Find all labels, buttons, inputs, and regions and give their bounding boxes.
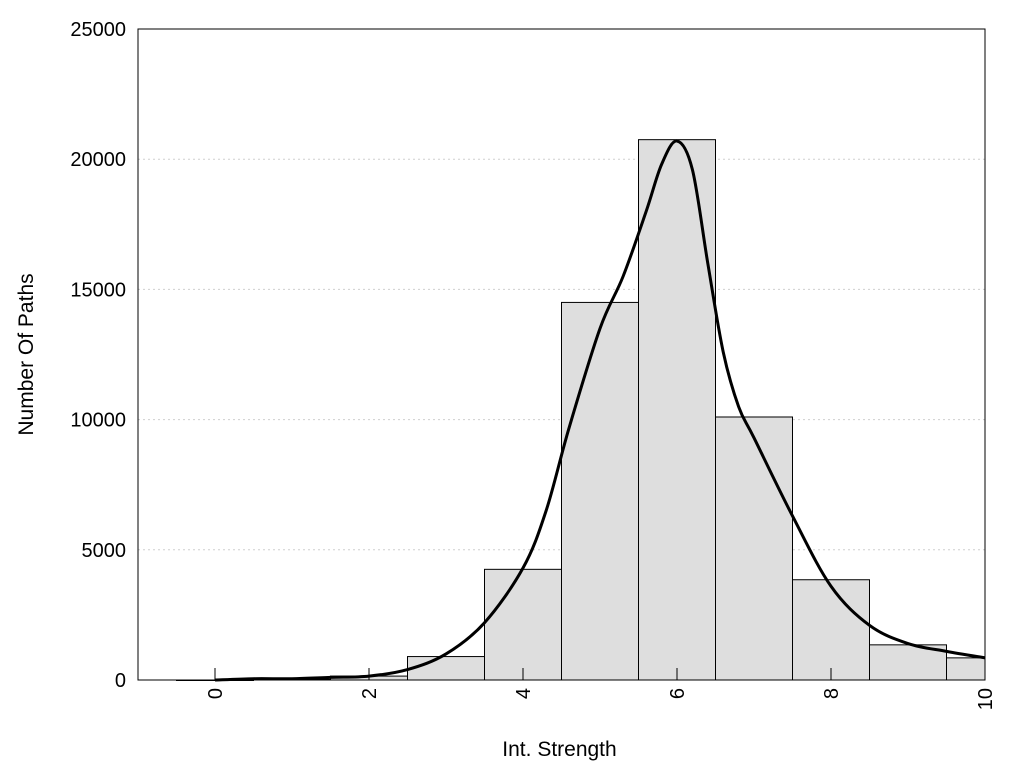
x-axis-label: Int. Strength [502,738,616,761]
density-curve [214,139,986,682]
x-axis-ticks: 0 2 4 6 8 10 [205,668,997,710]
histogram-bar [561,301,639,681]
histogram-bar [638,139,716,681]
y-axis-label: Number Of Paths [15,273,38,435]
density-curve-layer [214,139,986,682]
histogram-bar [792,579,870,681]
histogram-bar [946,657,986,681]
histogram-bar [407,656,485,681]
x-tick-label: 0 [205,688,227,699]
histogram-bar [484,568,562,681]
y-tick-label: 5000 [82,540,127,562]
x-tick-label: 10 [975,688,997,710]
y-axis-ticks: 0 5000 10000 15000 20000 25000 [70,19,126,692]
histogram-bar [715,416,793,681]
x-tick-label: 2 [359,688,381,699]
y-tick-label: 25000 [70,19,126,41]
x-tick-label: 4 [513,688,535,699]
y-tick-label: 0 [115,670,126,692]
y-tick-label: 15000 [70,279,126,301]
y-tick-label: 20000 [70,149,126,171]
grid-lines [138,158,985,551]
plot-frame [137,28,986,681]
histogram-bars [176,139,986,681]
x-tick-label: 8 [821,688,843,699]
y-tick-label: 10000 [70,410,126,432]
x-tick-label: 6 [667,688,689,699]
